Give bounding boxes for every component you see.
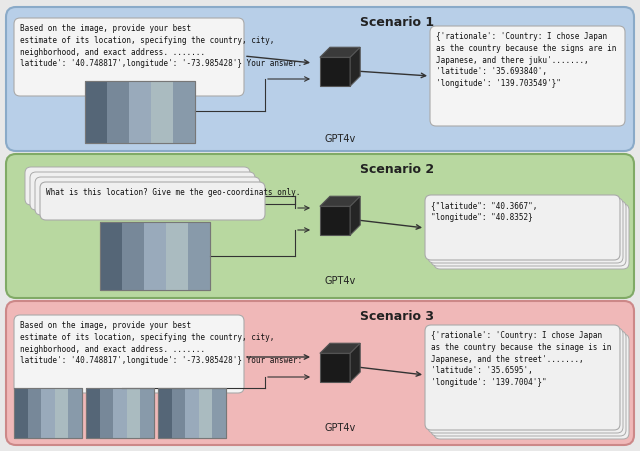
Text: {'rationale': 'Country: I chose Japan
as the country because the sinage is in
Ja: {'rationale': 'Country: I chose Japan as… — [431, 330, 611, 387]
FancyBboxPatch shape — [185, 388, 199, 438]
FancyBboxPatch shape — [25, 168, 250, 206]
FancyBboxPatch shape — [172, 388, 185, 438]
Polygon shape — [350, 197, 360, 235]
FancyBboxPatch shape — [6, 155, 634, 299]
FancyBboxPatch shape — [85, 82, 107, 144]
FancyBboxPatch shape — [425, 325, 620, 430]
FancyBboxPatch shape — [212, 388, 226, 438]
FancyBboxPatch shape — [40, 183, 265, 221]
FancyBboxPatch shape — [28, 388, 41, 438]
FancyBboxPatch shape — [30, 173, 255, 211]
FancyBboxPatch shape — [86, 388, 100, 438]
FancyBboxPatch shape — [14, 388, 28, 438]
FancyBboxPatch shape — [151, 82, 173, 144]
FancyBboxPatch shape — [425, 196, 620, 260]
FancyBboxPatch shape — [434, 205, 629, 269]
FancyBboxPatch shape — [431, 331, 626, 436]
FancyBboxPatch shape — [199, 388, 212, 438]
FancyBboxPatch shape — [158, 388, 172, 438]
Text: What is this location? Give me the geo-coordinats only.: What is this location? Give me the geo-c… — [46, 188, 300, 197]
FancyBboxPatch shape — [41, 388, 55, 438]
Text: GPT4v: GPT4v — [324, 422, 356, 432]
FancyBboxPatch shape — [14, 388, 82, 438]
FancyBboxPatch shape — [129, 82, 151, 144]
Text: GPT4v: GPT4v — [324, 133, 356, 144]
FancyBboxPatch shape — [14, 19, 244, 97]
Text: Based on the image, provide your best
estimate of its location, specifying the c: Based on the image, provide your best es… — [20, 320, 302, 364]
FancyBboxPatch shape — [86, 388, 154, 438]
Polygon shape — [320, 207, 350, 235]
FancyBboxPatch shape — [122, 222, 144, 290]
FancyBboxPatch shape — [140, 388, 154, 438]
Text: Based on the image, provide your best
estimate of its location, specifying the c: Based on the image, provide your best es… — [20, 24, 302, 68]
Polygon shape — [320, 344, 360, 354]
FancyBboxPatch shape — [14, 315, 244, 393]
Text: Scenario 3: Scenario 3 — [360, 309, 434, 322]
FancyBboxPatch shape — [107, 82, 129, 144]
FancyBboxPatch shape — [430, 27, 625, 127]
FancyBboxPatch shape — [166, 222, 188, 290]
FancyBboxPatch shape — [113, 388, 127, 438]
Polygon shape — [320, 197, 360, 207]
FancyBboxPatch shape — [127, 388, 140, 438]
Polygon shape — [320, 354, 350, 382]
FancyBboxPatch shape — [100, 222, 122, 290]
FancyBboxPatch shape — [100, 222, 210, 290]
Polygon shape — [320, 58, 350, 87]
Polygon shape — [320, 48, 360, 58]
Text: {"latitude": "40.3667",
"longitude": "40.8352}: {"latitude": "40.3667", "longitude": "40… — [431, 201, 538, 221]
FancyBboxPatch shape — [188, 222, 210, 290]
FancyBboxPatch shape — [68, 388, 82, 438]
FancyBboxPatch shape — [428, 198, 623, 263]
FancyBboxPatch shape — [431, 202, 626, 267]
FancyBboxPatch shape — [100, 388, 113, 438]
Text: {'rationale': 'Country: I chose Japan
as the country because the signs are in
Ja: {'rationale': 'Country: I chose Japan as… — [436, 32, 616, 88]
Text: Scenario 1: Scenario 1 — [360, 16, 434, 29]
FancyBboxPatch shape — [144, 222, 166, 290]
FancyBboxPatch shape — [434, 334, 629, 439]
Polygon shape — [350, 344, 360, 382]
Text: Scenario 2: Scenario 2 — [360, 163, 434, 175]
Polygon shape — [350, 48, 360, 87]
FancyBboxPatch shape — [6, 301, 634, 445]
FancyBboxPatch shape — [85, 82, 195, 144]
Text: GPT4v: GPT4v — [324, 276, 356, 285]
FancyBboxPatch shape — [6, 8, 634, 152]
FancyBboxPatch shape — [158, 388, 226, 438]
FancyBboxPatch shape — [428, 328, 623, 433]
FancyBboxPatch shape — [55, 388, 68, 438]
FancyBboxPatch shape — [35, 178, 260, 216]
FancyBboxPatch shape — [173, 82, 195, 144]
